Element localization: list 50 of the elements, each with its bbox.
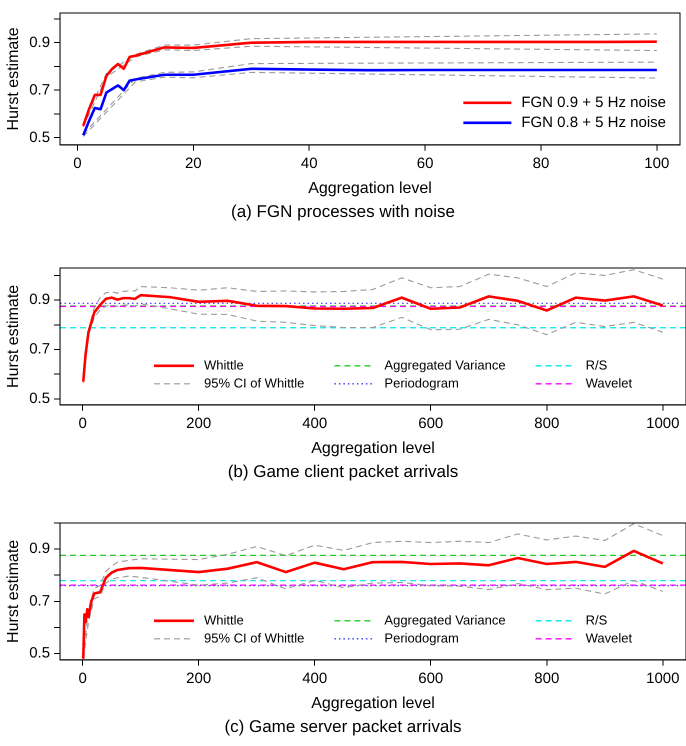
x-axis-title: Aggregation level — [311, 694, 435, 712]
x-tick-label: 0 — [73, 154, 82, 172]
legend-label: 95% CI of Whittle — [204, 375, 304, 390]
x-tick-label: 600 — [418, 670, 444, 687]
y-axis-title: Hurst estimate — [5, 540, 22, 643]
y-axis-title: Hurst estimate — [5, 27, 22, 130]
legend-label: Periodogram — [384, 630, 459, 646]
y-tick-label: 0.9 — [29, 34, 50, 51]
legend-label: Whittle — [204, 612, 244, 628]
y-axis-title: Hurst estimate — [5, 284, 22, 388]
legend-label: R/S — [586, 612, 608, 628]
x-tick-label: 80 — [532, 154, 550, 172]
legend-label: Whittle — [204, 357, 244, 372]
legend-label: Wavelet — [586, 375, 632, 390]
x-tick-label: 400 — [302, 414, 328, 432]
legend-label: FGN 0.8 + 5 Hz noise — [521, 114, 666, 131]
x-tick-label: 20 — [184, 154, 202, 172]
x-tick-label: 100 — [644, 154, 670, 172]
y-tick-label: 0.5 — [29, 644, 50, 662]
x-tick-label: 800 — [534, 414, 560, 432]
x-axis-title: Aggregation level — [308, 180, 432, 197]
text: (c) Game server packet arrivals — [223, 717, 463, 737]
y-tick-label: 0.7 — [29, 592, 50, 610]
x-tick-label: 1000 — [646, 414, 680, 432]
x-tick-label: 800 — [534, 670, 560, 687]
y-tick-label: 0.9 — [29, 291, 50, 308]
legend-label: R/S — [586, 357, 608, 372]
legend-label: 95% CI of Whittle — [204, 630, 304, 646]
x-tick-label: 0 — [78, 414, 87, 432]
text: (b) Game client packet arrivals — [226, 462, 460, 482]
x-tick-label: 200 — [186, 670, 212, 687]
text: (a) FGN processes with noise — [230, 202, 456, 222]
y-tick-label: 0.5 — [29, 128, 50, 146]
legend-label: Aggregated Variance — [384, 357, 506, 372]
y-tick-label: 0.9 — [29, 540, 50, 558]
x-tick-label: 1000 — [646, 670, 680, 687]
x-tick-label: 400 — [302, 670, 328, 687]
x-axis-title: Aggregation level — [311, 440, 435, 457]
x-tick-label: 40 — [300, 154, 318, 172]
x-tick-label: 600 — [418, 414, 444, 432]
x-tick-label: 60 — [416, 154, 434, 172]
y-tick-label: 0.5 — [29, 390, 50, 408]
legend-label: Periodogram — [384, 375, 459, 390]
y-tick-label: 0.7 — [29, 81, 50, 98]
x-tick-label: 200 — [186, 414, 212, 432]
legend-label: Aggregated Variance — [384, 612, 506, 628]
y-tick-label: 0.7 — [29, 340, 50, 358]
legend-label: Wavelet — [586, 630, 632, 646]
x-tick-label: 0 — [78, 670, 87, 687]
legend-label: FGN 0.9 + 5 Hz noise — [521, 94, 666, 111]
